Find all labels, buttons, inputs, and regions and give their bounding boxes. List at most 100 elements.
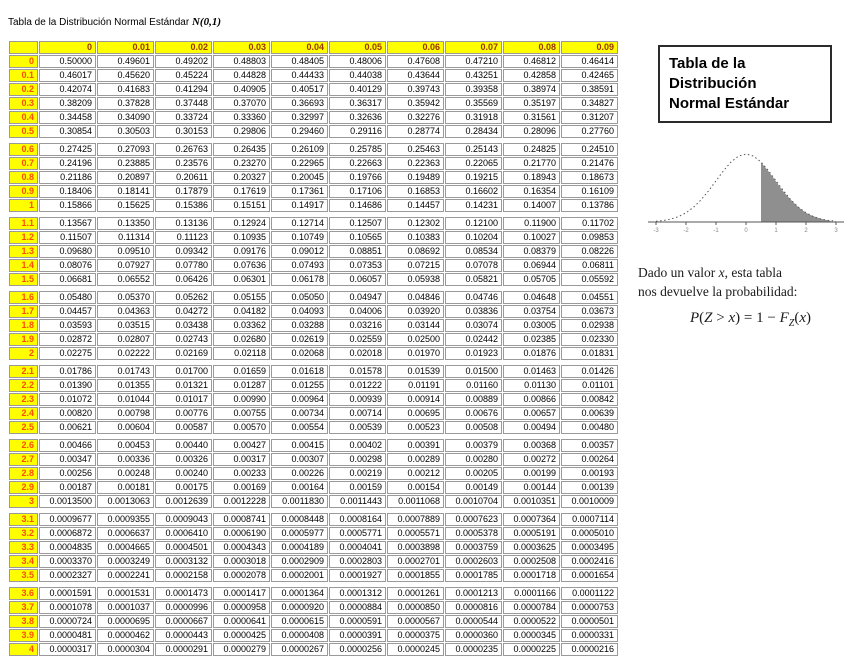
table-cell: 0.0004501 (155, 541, 212, 554)
formula-subscript: Z (788, 318, 795, 329)
table-cell: 0.49601 (97, 55, 154, 68)
table-cell: 0.00734 (271, 407, 328, 420)
table-cell: 0.02385 (503, 333, 560, 346)
table-cell: 0.0001213 (445, 587, 502, 600)
table-cell: 0.0010009 (561, 495, 618, 508)
row-header: 1.7 (9, 305, 38, 318)
row-header: 1.2 (9, 231, 38, 244)
table-cell: 0.05370 (97, 291, 154, 304)
table-row: 1.4 0.08076 0.07927 0.07780 0.07636 0.07493 0.… (9, 259, 618, 272)
svg-text:-1: -1 (713, 228, 719, 234)
table-cell: 0.0000256 (329, 643, 386, 656)
table-cell: 0.00317 (213, 453, 270, 466)
table-cell: 0.06301 (213, 273, 270, 286)
table-cell: 0.0000443 (155, 629, 212, 642)
table-cell: 0.00205 (445, 467, 502, 480)
table-cell: 0.0002416 (561, 555, 618, 568)
table-cell: 0.00639 (561, 407, 618, 420)
table-cell: 0.08226 (561, 245, 618, 258)
table-row: 3 0.0013500 0.0013063 0.0012639 0.0012228 0.0… (9, 495, 618, 508)
table-cell: 0.32997 (271, 111, 328, 124)
table-cell: 0.04182 (213, 305, 270, 318)
table-cell: 0.48803 (213, 55, 270, 68)
table-cell: 0.0006190 (213, 527, 270, 540)
group-spacer (9, 287, 618, 290)
table-cell: 0.25785 (329, 143, 386, 156)
formula-part: x (799, 310, 806, 326)
table-cell: 0.0001078 (39, 601, 96, 614)
table-cell: 0.05592 (561, 273, 618, 286)
table-cell: 0.02442 (445, 333, 502, 346)
table-cell: 0.39358 (445, 83, 502, 96)
row-header: 1.6 (9, 291, 38, 304)
table-cell: 0.01101 (561, 379, 618, 392)
table-row: 3.8 0.0000724 0.0000695 0.0000667 0.0000641 0… (9, 615, 618, 628)
table-cell: 0.0001591 (39, 587, 96, 600)
table-cell: 0.02275 (39, 347, 96, 360)
table-cell: 0.08851 (329, 245, 386, 258)
table-cell: 0.00820 (39, 407, 96, 420)
table-cell: 0.28096 (503, 125, 560, 138)
table-cell: 0.45224 (155, 69, 212, 82)
svg-text:0: 0 (744, 228, 748, 234)
table-cell: 0.00889 (445, 393, 502, 406)
table-cell: 0.12507 (329, 217, 386, 230)
table-cell: 0.34090 (97, 111, 154, 124)
table-row: 0.7 0.24196 0.23885 0.23576 0.23270 0.22965 0.… (9, 157, 618, 170)
table-cell: 0.0000816 (445, 601, 502, 614)
column-header: 0.06 (387, 41, 444, 54)
table-row: 3.6 0.0001591 0.0001531 0.0001473 0.0001417 0… (9, 587, 618, 600)
table-cell: 0.23270 (213, 157, 270, 170)
table-cell: 0.26763 (155, 143, 212, 156)
table-cell: 0.0011068 (387, 495, 444, 508)
table-cell: 0.00264 (561, 453, 618, 466)
table-cell: 0.06552 (97, 273, 154, 286)
table-cell: 0.05155 (213, 291, 270, 304)
column-header-row: 0 0.01 0.02 0.03 0.04 0.05 0.06 0.07 0.08 0.09 (9, 41, 618, 54)
table-cell: 0.00240 (155, 467, 212, 480)
table-cell: 0.05480 (39, 291, 96, 304)
table-cell: 0.38209 (39, 97, 96, 110)
table-cell: 0.0000784 (503, 601, 560, 614)
table-cell: 0.00298 (329, 453, 386, 466)
side-title-line: Normal Estándar (669, 95, 790, 112)
row-header: 1.8 (9, 319, 38, 332)
table-row: 0 0.50000 0.49601 0.49202 0.48803 0.48405 0.48… (9, 55, 618, 68)
table-cell: 0.05821 (445, 273, 502, 286)
table-cell: 0.0000501 (561, 615, 618, 628)
table-cell: 0.42858 (503, 69, 560, 82)
table-cell: 0.01287 (213, 379, 270, 392)
side-title-line: Tabla de la (669, 55, 746, 72)
table-cell: 0.0001473 (155, 587, 212, 600)
table-cell: 0.0000235 (445, 643, 502, 656)
column-header: 0.07 (445, 41, 502, 54)
formula-part: ( (794, 310, 800, 326)
table-cell: 0.0002241 (97, 569, 154, 582)
table-cell: 0.11123 (155, 231, 212, 244)
group-spacer (9, 139, 618, 142)
table-row: 1.6 0.05480 0.05370 0.05262 0.05155 0.05050 0.… (9, 291, 618, 304)
table-cell: 0.10565 (329, 231, 386, 244)
table-cell: 0.04006 (329, 305, 386, 318)
svg-text:-3: -3 (653, 228, 659, 234)
table-cell: 0.00326 (155, 453, 212, 466)
table-cell: 0.0004343 (213, 541, 270, 554)
table-cell: 0.00256 (39, 467, 96, 480)
table-row: 1.5 0.06681 0.06552 0.06426 0.06301 0.06178 0.… (9, 273, 618, 286)
table-cell: 0.01923 (445, 347, 502, 360)
table-cell: 0.20611 (155, 171, 212, 184)
formula-part: P (690, 310, 700, 326)
table-cell: 0.0004189 (271, 541, 328, 554)
table-cell: 0.00187 (39, 481, 96, 494)
table-cell: 0.10027 (503, 231, 560, 244)
table-cell: 0.06057 (329, 273, 386, 286)
table-cell: 0.00842 (561, 393, 618, 406)
table-cell: 0.0001855 (387, 569, 444, 582)
table-cell: 0.14457 (387, 199, 444, 212)
table-cell: 0.03673 (561, 305, 618, 318)
table-cell: 0.00347 (39, 453, 96, 466)
table-cell: 0.00964 (271, 393, 328, 406)
table-cell: 0.0000360 (445, 629, 502, 642)
table-cell: 0.02169 (155, 347, 212, 360)
table-cell: 0.0005977 (271, 527, 328, 540)
